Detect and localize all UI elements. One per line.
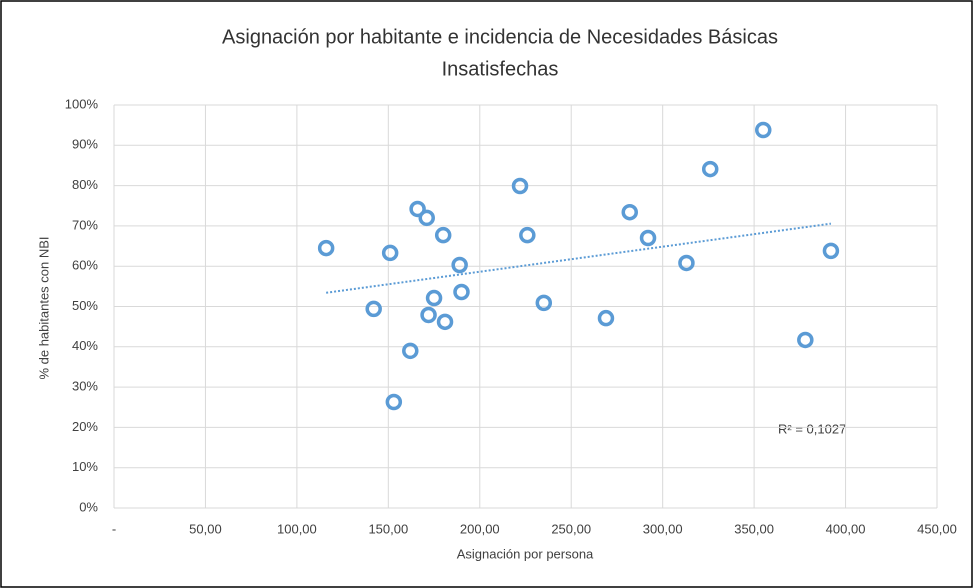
x-tick-label: 300,00: [643, 521, 683, 536]
y-tick-label: 20%: [72, 419, 98, 434]
x-tick-label: 350,00: [734, 521, 774, 536]
trendline: [326, 222, 832, 294]
x-tick-label: 450,00: [917, 521, 957, 536]
data-point: [425, 289, 443, 307]
data-point: [420, 306, 437, 324]
y-tick-label: 10%: [72, 459, 98, 474]
data-point: [535, 294, 553, 312]
y-tick-label: 50%: [72, 298, 98, 313]
y-tick-label: 70%: [72, 217, 98, 232]
data-point: [451, 256, 468, 274]
data-point: [797, 331, 814, 349]
y-tick-label: 100%: [65, 96, 99, 111]
y-tick-label: 80%: [72, 177, 98, 192]
y-tick-label: 40%: [72, 338, 98, 353]
data-point: [597, 309, 615, 327]
data-point: [402, 342, 419, 360]
data-point: [678, 254, 695, 272]
data-point: [701, 160, 719, 178]
x-tick-label: 100,00: [277, 521, 317, 536]
data-point: [511, 177, 529, 195]
x-tick-label: 200,00: [460, 521, 500, 536]
y-tick-label: 60%: [72, 258, 98, 273]
data-point: [621, 203, 638, 221]
x-tick-label: -: [112, 521, 116, 536]
x-tick-label: 50,00: [189, 521, 222, 536]
data-point: [434, 226, 452, 244]
x-tick-label: 400,00: [826, 521, 866, 536]
data-point: [519, 226, 536, 244]
y-axis-title: % de habitantes con NBI: [36, 236, 51, 379]
data-point: [385, 393, 403, 411]
data-point: [453, 283, 470, 301]
r-squared: R² = 0,1027: [778, 421, 846, 436]
x-tick-label: 150,00: [368, 521, 408, 536]
data-point: [436, 313, 454, 331]
data-point: [381, 244, 399, 262]
data-point: [639, 229, 657, 247]
y-tick-label: 30%: [72, 379, 98, 394]
data-point: [418, 209, 435, 227]
data-point: [317, 239, 335, 257]
y-tick-label: 90%: [72, 137, 98, 152]
data-point: [365, 300, 382, 318]
y-tick-label: 0%: [79, 499, 98, 514]
data-point: [755, 121, 772, 139]
x-axis-title: Asignación por persona: [457, 546, 594, 561]
data-point: [409, 200, 426, 218]
x-tick-label: 250,00: [551, 521, 591, 536]
chart-title: Insatisfechas: [442, 58, 559, 80]
chart-title: Asignación por habitante e incidencia de…: [222, 26, 778, 48]
data-point: [822, 242, 840, 260]
